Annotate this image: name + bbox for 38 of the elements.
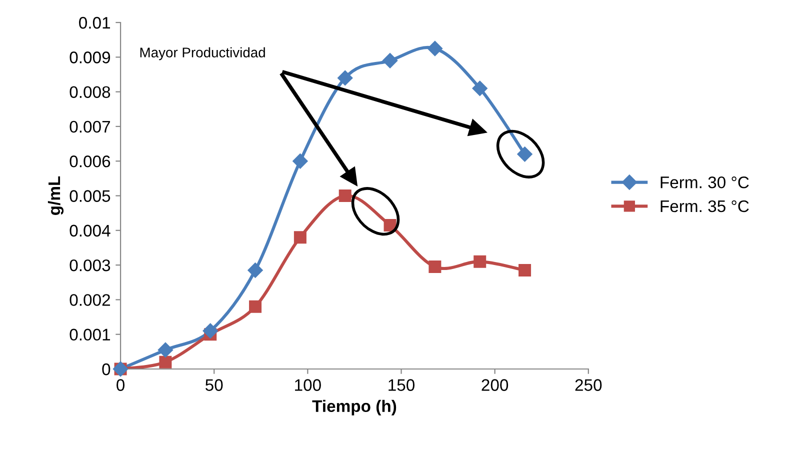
y-tick-label: 0.004 [70,224,110,237]
point [294,231,306,244]
y-tick-label: 0.002 [70,294,110,306]
point [472,80,488,96]
x-tick-label: 250 [575,379,602,391]
y-tick-label: 0.003 [70,259,110,272]
point [338,190,352,202]
point [338,70,353,86]
y-tick-label: 0.009 [70,52,110,64]
point [382,53,398,68]
y-tick-label: 0.005 [70,190,110,202]
legend-label: Ferm. 30 °C [660,176,749,188]
y-tick-label: 0.007 [70,120,110,133]
legend-label: Ferm. 35 °C [660,200,749,212]
point [249,300,262,313]
x-tick-label: 150 [388,379,415,391]
point [474,255,486,268]
y-tick-label: 0.008 [70,86,110,98]
y-tick-label: 0.01 [79,16,110,29]
y-tick-label: 0 [102,363,110,376]
point [384,218,396,232]
point [248,262,263,278]
point [518,264,532,276]
y-tick-label: 0.001 [70,328,110,341]
y-axis-title: g/mL [48,176,64,215]
x-tick-label: 0 [116,379,125,391]
point [202,323,218,338]
x-axis-title: Tiempo (h) [312,400,396,416]
x-tick-label: 50 [206,379,223,391]
point [428,260,442,274]
point [159,356,172,368]
x-tick-label: 100 [295,379,321,391]
annotation: Mayor Productividad [140,47,265,60]
x-tick-label: 200 [482,379,508,391]
point [292,154,308,169]
y-tick-label: 0.006 [70,156,110,168]
point [158,342,174,358]
point [427,40,443,56]
